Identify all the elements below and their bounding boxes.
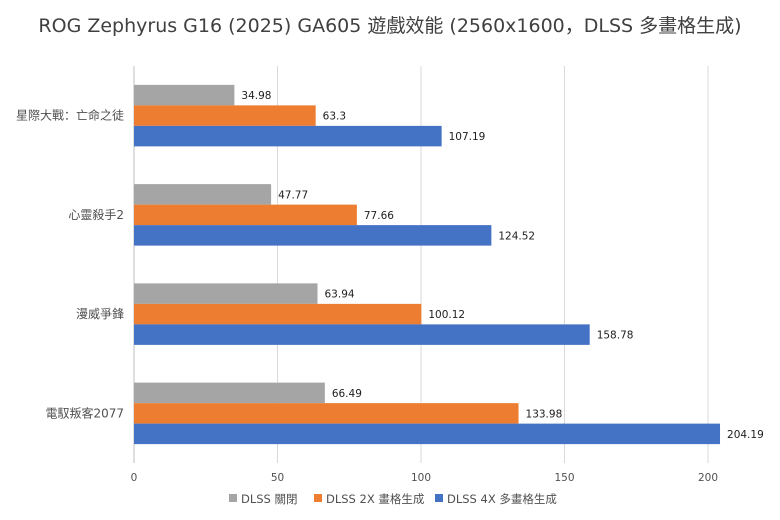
x-tick-label: 0 <box>131 472 138 484</box>
data-label: 204.19 <box>727 429 764 441</box>
data-label: 34.98 <box>241 90 271 102</box>
bar <box>134 423 721 445</box>
legend-label: DLSS 2X 畫格生成 <box>326 492 425 506</box>
data-label: 66.49 <box>332 388 362 400</box>
legend-swatch <box>435 494 443 502</box>
bar <box>134 84 235 106</box>
data-label: 63.3 <box>323 111 346 123</box>
legend: DLSS 關閉 DLSS 2X 畫格生成 DLSS 4X 多畫格生成 <box>229 492 557 506</box>
bar <box>134 125 442 147</box>
legend-swatch <box>314 494 322 502</box>
bar <box>134 204 357 226</box>
legend-label: DLSS 關閉 <box>241 492 298 506</box>
chart-title: ROG Zephyrus G16 (2025) GA605 遊戲效能 (2560… <box>38 15 741 37</box>
data-label: 133.98 <box>526 408 563 420</box>
data-label: 107.19 <box>449 131 486 143</box>
data-label: 124.52 <box>498 230 535 242</box>
category-label: 漫威爭鋒 <box>76 306 124 321</box>
bars: 34.98 63.3 107.19 47.77 77.66 124.52 63.94 100.… <box>134 84 764 445</box>
bar <box>134 283 318 304</box>
legend-swatch <box>229 494 237 502</box>
legend-label: DLSS 4X 多畫格生成 <box>447 492 557 506</box>
x-tick-label: 150 <box>554 472 574 484</box>
x-tick-label: 100 <box>411 472 431 484</box>
category-label: 電馭叛客2077 <box>45 405 124 420</box>
x-tick-label: 200 <box>698 472 718 484</box>
bar <box>134 225 492 246</box>
category-label: 心靈殺手2 <box>68 208 124 222</box>
bar <box>134 105 316 126</box>
data-label: 158.78 <box>597 330 634 342</box>
bar <box>134 403 519 424</box>
bar <box>134 303 422 325</box>
bar <box>134 184 272 205</box>
bar <box>134 324 590 345</box>
data-label: 100.12 <box>428 309 465 321</box>
category-label: 星際大戰：亡命之徒 <box>16 108 124 123</box>
data-label: 47.77 <box>278 189 308 201</box>
data-label: 63.94 <box>325 289 355 301</box>
bar <box>134 382 325 404</box>
data-label: 77.66 <box>364 210 394 222</box>
x-tick-label: 50 <box>271 472 284 484</box>
x-axis-ticks: 0 50 100 150 200 <box>131 472 718 484</box>
